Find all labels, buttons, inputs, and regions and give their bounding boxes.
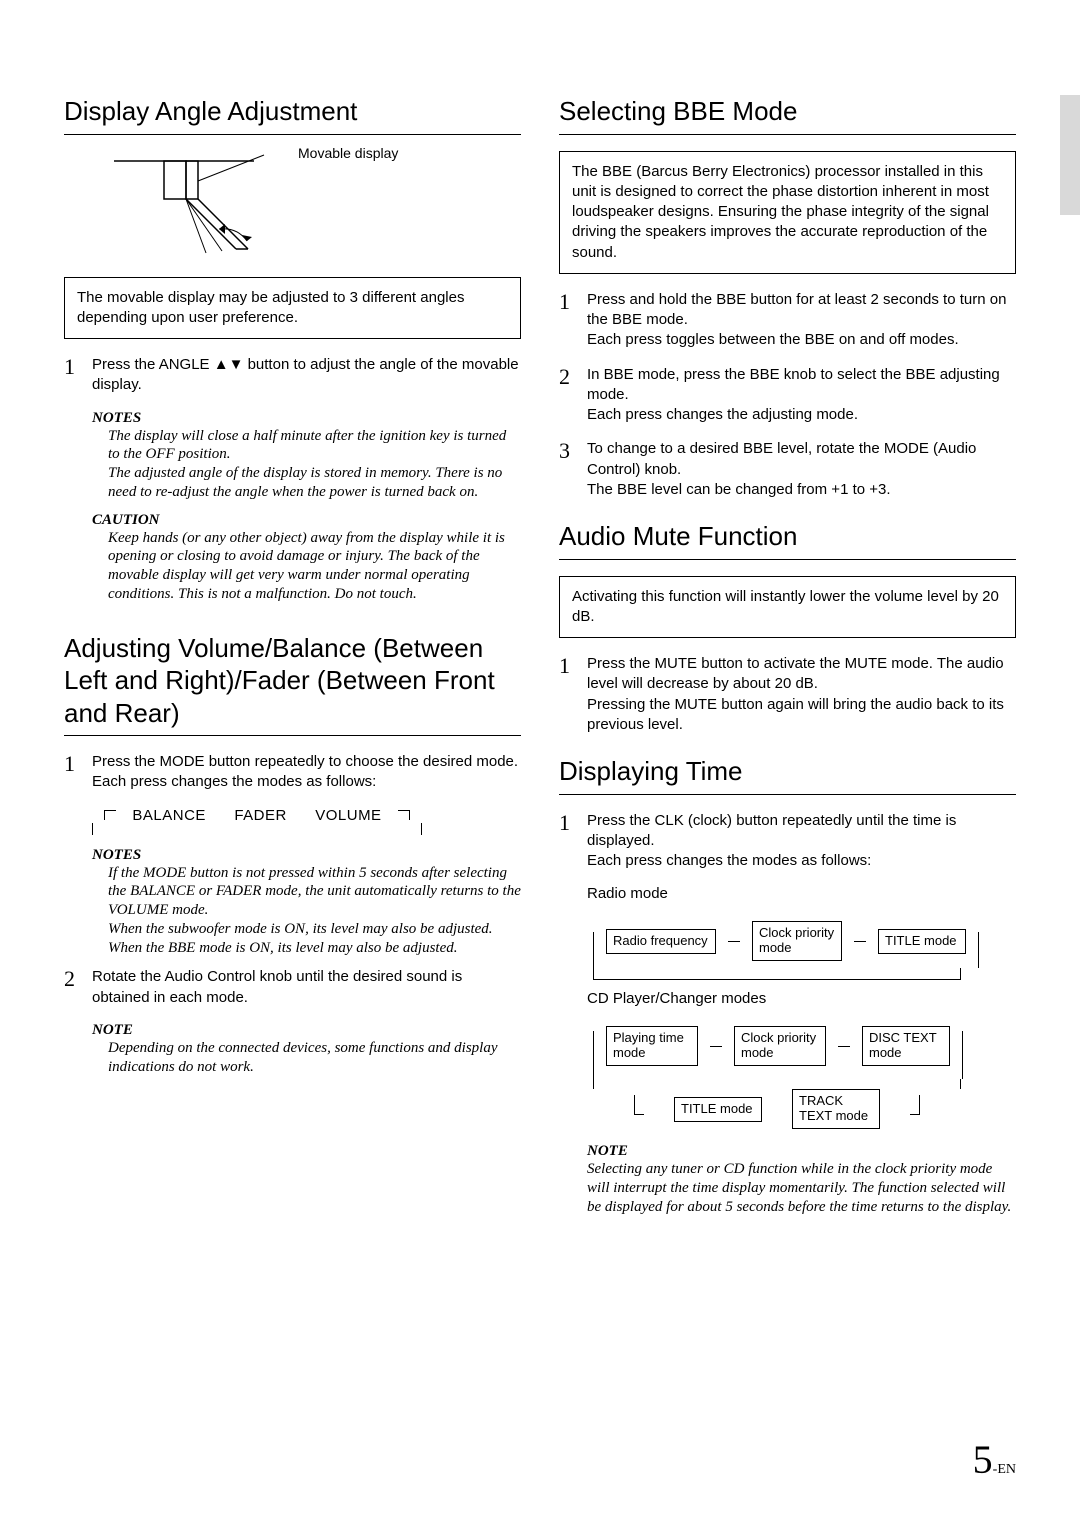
mode-box: Radio frequency [606, 929, 716, 954]
notes-body: If the MODE button is not pressed within… [108, 864, 521, 958]
radio-mode-flow: Radio frequency Clock priority mode TITL… [587, 908, 967, 980]
step-line: Each press changes the modes as follows: [587, 852, 871, 869]
step-line: Each press changes the modes as follows: [92, 773, 376, 790]
mode-box: Playing time mode [606, 1026, 698, 1066]
flow-item: FADER [234, 807, 287, 824]
step-number: 3 [559, 439, 577, 500]
time-step-1: 1 Press the CLK (clock) button repeatedl… [559, 811, 1016, 872]
step-line: In BBE mode, press the BBE knob to selec… [587, 366, 1000, 403]
radio-mode-heading: Radio mode [587, 885, 1016, 902]
step-line: Press the CLK (clock) button repeatedly … [587, 812, 956, 849]
flow-item: BALANCE [132, 807, 206, 824]
mute-info-box: Activating this function will instantly … [559, 576, 1016, 639]
mode-flow: BALANCE FADER VOLUME [92, 807, 422, 835]
step-number: 2 [64, 967, 82, 1008]
diagram-label: Movable display [298, 145, 398, 261]
heading-mute: Audio Mute Function [559, 520, 1016, 560]
bbe-step-2: 2 In BBE mode, press the BBE knob to sel… [559, 365, 1016, 426]
movable-display-diagram: Movable display [104, 151, 521, 261]
step-number: 2 [559, 365, 577, 426]
right-column: Selecting BBE Mode The BBE (Barcus Berry… [559, 95, 1016, 1226]
page-content: Display Angle Adjustment Movable displa [0, 0, 1080, 1266]
heading-display-angle: Display Angle Adjustment [64, 95, 521, 135]
note-body: Depending on the connected devices, some… [108, 1039, 521, 1077]
step-text: Press the MODE button repeatedly to choo… [92, 752, 521, 793]
step-text: Rotate the Audio Control knob until the … [92, 967, 521, 1008]
page-number: 5-EN [973, 1436, 1016, 1483]
step-line: Press the MODE button repeatedly to choo… [92, 753, 518, 770]
heading-time: Displaying Time [559, 755, 1016, 795]
mode-box: DISC TEXT mode [862, 1026, 950, 1066]
note-line: The display will close a half minute aft… [108, 428, 506, 463]
angle-info-box: The movable display may be adjusted to 3… [64, 277, 521, 340]
notes-body: The display will close a half minute aft… [108, 427, 521, 502]
angle-step-1: 1 Press the ANGLE ▲▼ button to adjust th… [64, 355, 521, 396]
notes-heading: NOTES [92, 410, 521, 427]
note-line: When the BBE mode is ON, its level may a… [108, 940, 458, 956]
bbe-info-box: The BBE (Barcus Berry Electronics) proce… [559, 151, 1016, 274]
note-body: Selecting any tuner or CD function while… [587, 1160, 1016, 1216]
note-line: The adjusted angle of the display is sto… [108, 465, 502, 500]
step-text: Press the MUTE button to activate the MU… [587, 654, 1016, 735]
vol-step-2: 2 Rotate the Audio Control knob until th… [64, 967, 521, 1008]
step-number: 1 [64, 752, 82, 793]
step-line: To change to a desired BBE level, rotate… [587, 440, 976, 477]
mode-box: Clock priority mode [752, 921, 842, 961]
cd-mode-flow: Playing time mode Clock priority mode DI… [587, 1013, 967, 1129]
step-line: Press and hold the BBE button for at lea… [587, 291, 1006, 328]
step-line: Pressing the MUTE button again will brin… [587, 696, 1004, 733]
display-svg [104, 151, 284, 261]
step-line: Each press changes the adjusting mode. [587, 406, 858, 423]
mode-box: TRACK TEXT mode [792, 1089, 880, 1129]
notes-heading: NOTES [92, 847, 521, 864]
step-text: In BBE mode, press the BBE knob to selec… [587, 365, 1016, 426]
step-text: To change to a desired BBE level, rotate… [587, 439, 1016, 500]
note-line: When the subwoofer mode is ON, its level… [108, 921, 493, 937]
step-line: Each press toggles between the BBE on an… [587, 331, 959, 348]
step-line: Press the MUTE button to activate the MU… [587, 655, 1004, 692]
step-text: Press the CLK (clock) button repeatedly … [587, 811, 1016, 872]
left-column: Display Angle Adjustment Movable displa [64, 95, 521, 1226]
step-number: 1 [559, 290, 577, 351]
page-number-suffix: -EN [993, 1462, 1016, 1477]
note-heading: NOTE [92, 1022, 521, 1039]
heading-volume-balance: Adjusting Volume/Balance (Between Left a… [64, 632, 521, 737]
mute-step-1: 1 Press the MUTE button to activate the … [559, 654, 1016, 735]
mode-box: TITLE mode [674, 1097, 762, 1122]
step-number: 1 [559, 654, 577, 735]
cd-mode-heading: CD Player/Changer modes [587, 990, 1016, 1007]
note-line: If the MODE button is not pressed within… [108, 865, 521, 919]
flow-item: VOLUME [315, 807, 381, 824]
heading-bbe: Selecting BBE Mode [559, 95, 1016, 135]
mode-box: Clock priority mode [734, 1026, 826, 1066]
bbe-step-1: 1 Press and hold the BBE button for at l… [559, 290, 1016, 351]
step-text: Press and hold the BBE button for at lea… [587, 290, 1016, 351]
caution-body: Keep hands (or any other object) away fr… [108, 529, 521, 604]
step-number: 1 [559, 811, 577, 872]
vol-step-1: 1 Press the MODE button repeatedly to ch… [64, 752, 521, 793]
page-edge-tab [1060, 95, 1080, 215]
mode-box: TITLE mode [878, 929, 966, 954]
note-heading: NOTE [587, 1143, 1016, 1160]
step-line: The BBE level can be changed from +1 to … [587, 481, 891, 498]
step-number: 1 [64, 355, 82, 396]
bbe-step-3: 3 To change to a desired BBE level, rota… [559, 439, 1016, 500]
page-number-value: 5 [973, 1437, 993, 1482]
caution-heading: CAUTION [92, 512, 521, 529]
step-text: Press the ANGLE ▲▼ button to adjust the … [92, 355, 521, 396]
